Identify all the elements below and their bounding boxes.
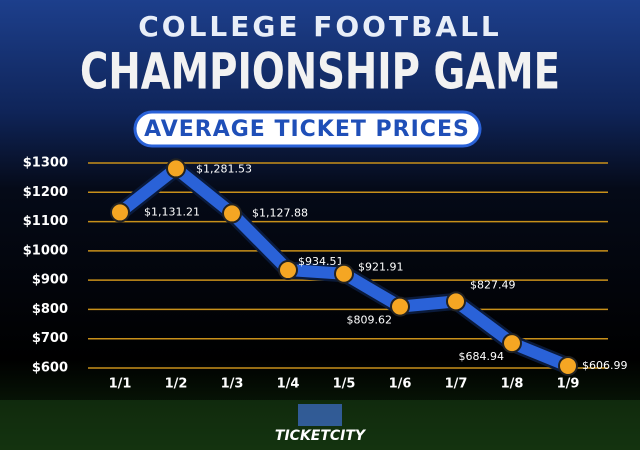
marker <box>278 260 298 281</box>
value-label: $827.49 <box>470 278 516 291</box>
x-tick-label: 1/9 <box>557 377 580 392</box>
y-tick-label: $1300 <box>23 156 68 171</box>
marker <box>166 158 186 179</box>
value-label: $1,127.88 <box>252 206 308 219</box>
marker <box>502 333 522 354</box>
x-tick-label: 1/3 <box>221 377 244 392</box>
value-label: $1,131.21 <box>144 205 200 218</box>
marker <box>334 263 354 284</box>
logo: TICKETCITY <box>275 428 367 444</box>
value-label: $1,281.53 <box>196 162 252 175</box>
marker <box>110 202 130 223</box>
y-tick-label: $1100 <box>23 214 68 229</box>
x-tick-label: 1/4 <box>277 377 300 392</box>
chart-title: COLLEGE FOOTBALL <box>138 10 502 43</box>
y-tick-label: $1000 <box>23 243 68 258</box>
value-label: $684.94 <box>459 350 505 363</box>
x-tick-label: 1/2 <box>165 377 188 392</box>
x-tick-label: 1/1 <box>109 377 132 392</box>
y-tick-label: $1200 <box>23 185 68 200</box>
value-label: $606.99 <box>582 359 628 372</box>
x-tick-label: 1/7 <box>445 377 468 392</box>
value-label: $934.51 <box>298 255 344 268</box>
x-tick-label: 1/6 <box>389 377 412 392</box>
marker <box>222 203 242 224</box>
y-tick-label: $700 <box>32 331 68 346</box>
caption-pill <box>133 110 482 148</box>
y-tick-label: $900 <box>32 273 68 288</box>
y-tick-label: $800 <box>32 302 68 317</box>
marker <box>390 296 410 317</box>
caption: AVERAGE TICKET PRICES <box>144 117 470 142</box>
x-tick-label: 1/5 <box>333 377 356 392</box>
marker <box>446 291 466 312</box>
chart-subtitle: CHAMPIONSHIP GAME <box>80 43 560 101</box>
x-tick-label: 1/8 <box>501 377 524 392</box>
value-label: $809.62 <box>347 314 393 327</box>
value-label: $921.91 <box>358 261 404 274</box>
logo-skyline <box>298 404 342 426</box>
y-tick-label: $600 <box>32 361 68 376</box>
marker <box>558 355 578 376</box>
